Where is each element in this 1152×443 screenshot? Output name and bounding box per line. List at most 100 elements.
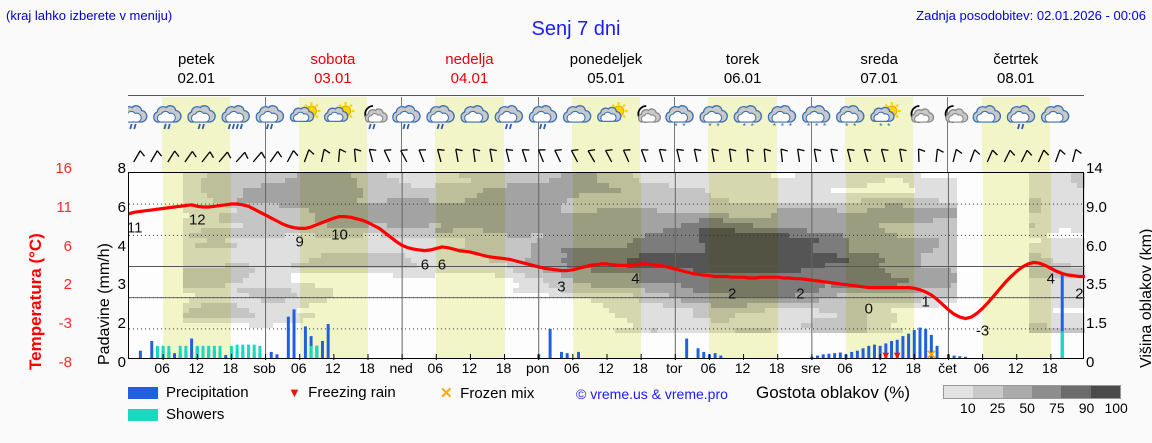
precipitation-bar <box>224 354 228 358</box>
wind-barb <box>218 151 228 163</box>
colorbar-step <box>1090 386 1120 398</box>
wind-barb <box>935 149 939 163</box>
precipitation-bar <box>861 348 865 358</box>
location-menu-hint[interactable]: (kraj lahko izberete v meniju) <box>6 8 173 23</box>
wind-barb-feather <box>455 148 463 152</box>
wind-barb <box>167 150 176 163</box>
precipitation-bar <box>867 345 871 358</box>
svg-text:*: * <box>674 122 677 131</box>
freezing-rain-icon: ▼ <box>288 385 301 400</box>
weather-icon-sun-cloud <box>323 102 355 122</box>
precipitation-bar <box>702 351 706 358</box>
precipitation-bar <box>895 339 899 358</box>
day-date: 06.01 <box>723 70 762 87</box>
showers-swatch <box>128 409 158 422</box>
time-tick-pon: pon <box>526 360 550 376</box>
wind-barb-feather <box>711 148 719 152</box>
precipitation-bar <box>827 353 831 358</box>
frozen-mix-icon: ✕ <box>440 385 453 402</box>
day-name: sobota <box>310 51 356 68</box>
axis-tick: 6 <box>117 198 126 216</box>
showers-bar <box>258 345 262 358</box>
wind-barb-feather <box>881 148 889 151</box>
colorbar-step <box>1002 386 1032 398</box>
daylight-band <box>981 142 1050 172</box>
precipitation-bar <box>275 354 279 358</box>
wind-barb-feather <box>1009 149 1016 156</box>
showers-bar <box>178 345 182 358</box>
wind-barb <box>252 151 263 163</box>
weather-icon-moon-cloud <box>910 105 935 123</box>
time-tick-18: 18 <box>222 360 239 376</box>
time-tick-06: 06 <box>700 360 717 376</box>
precipitation-bar <box>855 350 859 358</box>
precipitation-bar <box>269 351 273 358</box>
time-tick-12: 12 <box>734 360 751 376</box>
showers-bar <box>229 345 233 358</box>
day-header-sreda: sreda 07.01 <box>811 50 948 94</box>
axis-tick: 3.5 <box>1086 276 1107 294</box>
svg-text:*: * <box>879 122 882 131</box>
time-tick-18: 18 <box>768 360 785 376</box>
temperature-annotation: 3 <box>557 278 566 296</box>
day-separator <box>537 142 539 172</box>
cloud-height-axis-title: Višina oblakov (km) <box>1120 168 1152 378</box>
cloud-density-legend-title: Gostota oblakov (%) <box>756 383 911 402</box>
wind-barb-feather <box>226 151 232 159</box>
wind-barb <box>1071 149 1077 163</box>
svg-text:*: * <box>853 122 856 131</box>
day-name: četrtek <box>993 51 1039 68</box>
time-tick-čet: čet <box>938 360 957 376</box>
weather-icon-rain <box>528 105 558 130</box>
time-tick-06: 06 <box>427 360 444 376</box>
chart-legend: Precipitation Showers ▼ Freezing rain ✕ … <box>128 383 1152 442</box>
wind-barb <box>383 149 391 163</box>
precipitation-bar <box>303 326 307 358</box>
showers-bar <box>201 345 205 358</box>
copyright-notice[interactable]: © vreme.us & vreme.pro <box>576 386 728 402</box>
colorbar-step <box>973 386 1003 398</box>
temperature-annotation: 11 <box>126 219 143 237</box>
weather-icon-snow: * * <box>836 105 865 131</box>
day-header-nedelja: nedelja 04.01 <box>401 50 538 94</box>
svg-text:*: * <box>773 122 776 131</box>
precipitation-bar <box>872 344 876 358</box>
last-updated-label: Zadnja posodobitev: 02.01.2026 - 00:06 <box>916 8 1146 23</box>
weather-icon-cloud <box>972 105 1002 123</box>
wind-barb-feather <box>937 148 944 153</box>
cloud-height-axis-ticks: 14 9.0 6.0 3.5 1.5 0 <box>1086 160 1120 372</box>
wind-barb-feather <box>339 148 347 153</box>
wind-barb-feather <box>571 149 579 152</box>
precipitation-bar <box>838 352 842 358</box>
weather-icon-rain <box>426 105 455 130</box>
wind-barb <box>986 149 994 163</box>
wind-barb <box>1020 150 1028 163</box>
wind-barb-feather <box>1059 149 1066 155</box>
wind-barbs-layer <box>133 148 1082 163</box>
time-tick-12: 12 <box>461 360 478 376</box>
day-header-ponedeljek: ponedeljek 05.01 <box>538 50 675 94</box>
precipitation-bar <box>696 348 700 358</box>
colorbar-label: 90 <box>1078 400 1095 416</box>
svg-text:*: * <box>709 122 712 131</box>
weather-icon-heavy-rain <box>221 105 250 130</box>
weather-icon-cloud <box>460 105 489 123</box>
axis-tickmarks <box>162 354 1052 360</box>
wind-barb <box>676 149 681 163</box>
wind-barb-feather <box>918 148 926 152</box>
legend-frozen-mix-label: Frozen mix <box>460 385 535 402</box>
time-tick-12: 12 <box>871 360 887 376</box>
wind-barb <box>489 149 493 163</box>
svg-text:*: * <box>717 122 720 131</box>
wind-barb-feather <box>292 150 299 157</box>
day-name: petek <box>177 51 215 68</box>
wind-barb-feather <box>899 148 907 152</box>
wind-barb <box>505 149 510 163</box>
showers-bar <box>167 345 171 358</box>
precipitation-bar <box>901 336 905 358</box>
wind-barb-feather <box>400 149 408 152</box>
day-header-petek: petek 02.01 <box>128 50 265 94</box>
precipitation-bar <box>685 338 689 358</box>
showers-bar <box>235 344 239 358</box>
time-tick-18: 18 <box>359 360 375 376</box>
